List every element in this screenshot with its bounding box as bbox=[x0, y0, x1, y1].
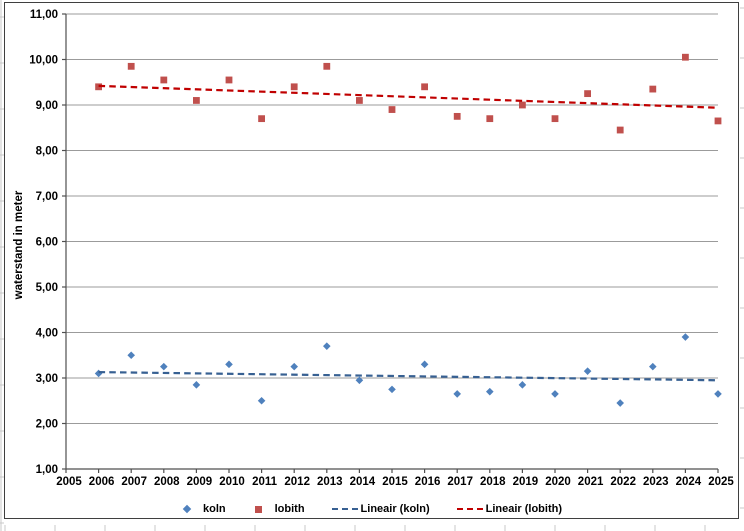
data-point-lobith bbox=[388, 106, 396, 113]
data-point-lobith bbox=[649, 85, 657, 93]
data-point-lobith bbox=[682, 53, 689, 61]
x-axis-label: 2023 bbox=[643, 476, 669, 488]
data-point-koln bbox=[257, 396, 266, 405]
data-point-lobith bbox=[519, 101, 526, 109]
data-point-lobith bbox=[584, 90, 591, 98]
square-marker-icon bbox=[254, 505, 262, 513]
data-point-koln bbox=[225, 360, 233, 369]
data-point-koln bbox=[355, 376, 364, 385]
data-point-koln bbox=[681, 333, 690, 341]
data-point-lobith bbox=[258, 115, 265, 123]
data-point-koln bbox=[649, 362, 657, 371]
trendline-dash-icon bbox=[331, 507, 358, 511]
legend-item-lobith: lobith bbox=[253, 503, 305, 515]
trendline-dash-icon bbox=[456, 507, 483, 511]
data-point-koln bbox=[486, 387, 494, 396]
x-axis-label: 2013 bbox=[317, 476, 343, 488]
trendline-lobith bbox=[98, 84, 719, 109]
data-point-lobith bbox=[486, 115, 494, 123]
legend-label: Lineair (lobith) bbox=[485, 503, 562, 515]
legend-label: koln bbox=[202, 503, 226, 515]
data-point-koln bbox=[453, 390, 461, 398]
y-axis-label: 11,00 bbox=[30, 9, 58, 21]
x-axis-label: 2020 bbox=[545, 476, 571, 488]
data-point-lobith bbox=[160, 76, 168, 84]
legend: koln lobith Lineair (koln) Lineair (lobith) bbox=[0, 500, 744, 518]
x-axis-label: 2015 bbox=[382, 476, 408, 488]
x-axis-label: 2009 bbox=[187, 476, 213, 488]
data-point-lobith bbox=[323, 62, 331, 70]
data-point-koln bbox=[583, 367, 592, 375]
data-point-koln bbox=[323, 342, 331, 350]
data-point-koln bbox=[616, 399, 624, 407]
x-axis-label: 2019 bbox=[513, 476, 539, 488]
y-axis-label: 8,00 bbox=[36, 146, 58, 158]
chart-frame bbox=[4, 2, 739, 519]
data-point-lobith bbox=[714, 117, 722, 125]
y-axis-label: 4,00 bbox=[36, 328, 58, 340]
data-point-koln bbox=[192, 381, 201, 389]
legend-item-lineair-koln: Lineair (koln) bbox=[331, 503, 430, 515]
data-point-koln bbox=[420, 360, 429, 369]
x-axis-label: 2024 bbox=[676, 476, 702, 488]
diamond-marker-icon bbox=[182, 504, 192, 514]
data-point-lobith bbox=[356, 97, 363, 104]
data-point-lobith bbox=[193, 97, 200, 104]
x-axis-label: 2011 bbox=[252, 476, 278, 488]
x-axis-label: 2016 bbox=[415, 476, 441, 488]
legend-item-lineair-lobith: Lineair (lobith) bbox=[456, 503, 562, 515]
data-point-koln bbox=[518, 381, 527, 389]
x-axis-label: 2005 bbox=[56, 476, 82, 488]
x-axis-label: 2007 bbox=[121, 476, 147, 488]
x-axis-label: 2012 bbox=[284, 476, 310, 488]
x-axis-label: 2021 bbox=[578, 476, 604, 488]
y-axis-label: 2,00 bbox=[36, 419, 58, 431]
data-point-koln bbox=[388, 385, 396, 394]
legend-item-koln: koln bbox=[182, 503, 226, 515]
x-axis-label: 2025 bbox=[708, 476, 734, 488]
legend-label: Lineair (koln) bbox=[360, 503, 430, 515]
x-axis-label: 2014 bbox=[350, 476, 376, 488]
data-point-lobith bbox=[616, 126, 624, 134]
y-axis-label: 3,00 bbox=[36, 373, 58, 385]
data-point-koln bbox=[551, 390, 559, 398]
data-point-lobith bbox=[225, 76, 233, 84]
x-axis-label: 2017 bbox=[447, 476, 473, 488]
data-point-lobith bbox=[127, 62, 135, 70]
data-point-koln bbox=[714, 390, 722, 398]
data-point-koln bbox=[127, 351, 135, 360]
y-axis-label: 5,00 bbox=[36, 282, 58, 294]
data-point-lobith bbox=[453, 112, 461, 120]
y-axis-label: 9,00 bbox=[36, 100, 58, 112]
x-axis-label: 2010 bbox=[219, 476, 245, 488]
data-point-koln bbox=[160, 362, 168, 371]
x-axis-label: 2006 bbox=[89, 476, 115, 488]
data-point-koln bbox=[94, 369, 103, 378]
y-axis-label: 6,00 bbox=[36, 237, 58, 249]
trendline-koln bbox=[98, 370, 719, 382]
y-axis-label: 10,00 bbox=[29, 55, 58, 67]
data-point-lobith bbox=[290, 83, 298, 91]
x-axis-label: 2008 bbox=[154, 476, 180, 488]
legend-label: lobith bbox=[274, 503, 305, 515]
data-point-koln bbox=[290, 362, 298, 371]
data-point-lobith bbox=[551, 115, 559, 123]
y-axis-label: 1,00 bbox=[36, 464, 58, 476]
y-axis-title: waterstand in meter bbox=[13, 190, 25, 300]
y-axis-label: 7,00 bbox=[36, 191, 58, 203]
x-axis-label: 2018 bbox=[480, 476, 506, 488]
data-point-lobith bbox=[421, 83, 428, 91]
x-axis-label: 2022 bbox=[610, 476, 636, 488]
